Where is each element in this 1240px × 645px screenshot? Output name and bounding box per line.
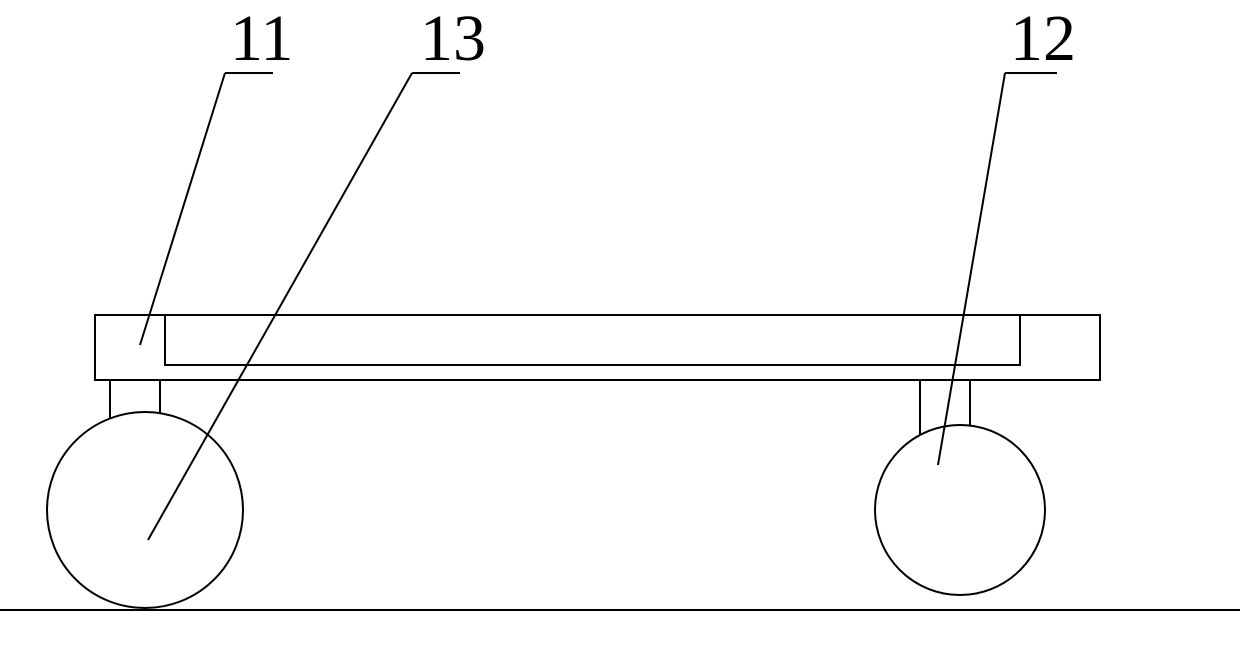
label-13: 13 (420, 2, 486, 75)
wheel-right (875, 425, 1045, 595)
wheel-left (47, 412, 243, 608)
platform-outer (95, 315, 1100, 380)
label-11: 11 (230, 2, 294, 75)
label-12: 12 (1010, 2, 1076, 75)
